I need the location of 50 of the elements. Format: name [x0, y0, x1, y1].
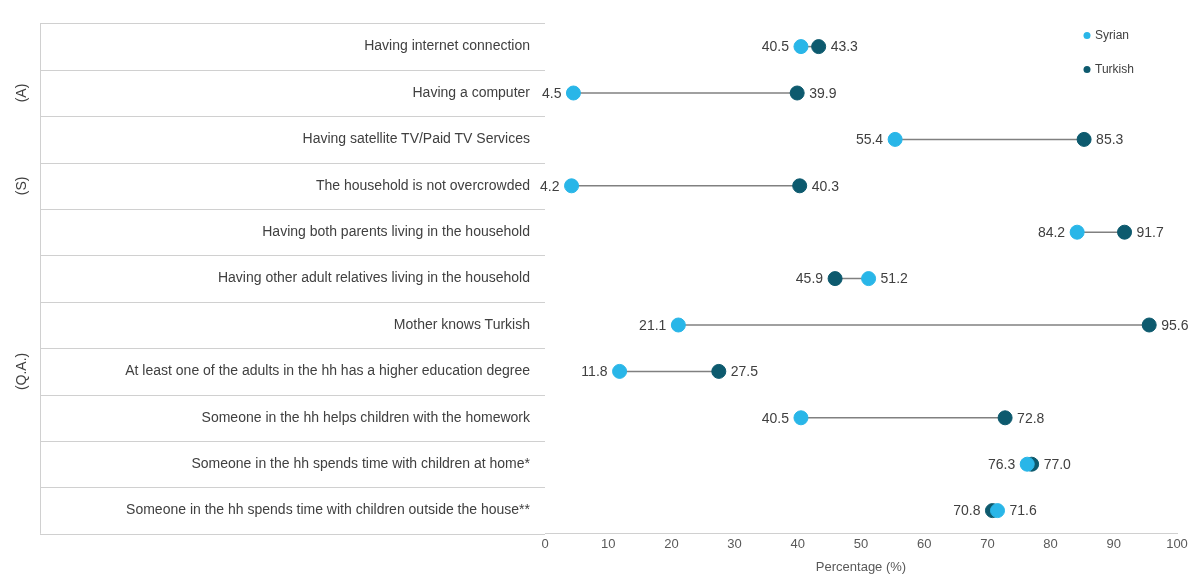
data-label: 4.2	[540, 177, 560, 194]
data-label: 91.7	[1136, 224, 1165, 241]
data-label: 39.9	[809, 84, 837, 101]
data-label: 71.6	[1009, 502, 1037, 519]
text: (A)	[12, 83, 29, 103]
x-tick-label: 0	[541, 536, 549, 552]
data-label: 72.8	[1017, 409, 1045, 426]
x-tick-label: 80	[1043, 536, 1058, 552]
data-label: 45.9	[795, 270, 824, 287]
data-label: 4.5	[541, 84, 562, 101]
y-tick-label: Mother knows Turkish	[393, 315, 530, 332]
x-tick-label: 20	[664, 536, 679, 552]
data-label: 51.2	[880, 270, 909, 287]
data-label: 70.8	[953, 502, 981, 519]
y-tick-label: Someone in the hh spends time with children at home*	[191, 455, 531, 472]
legend-label: Turkish	[1095, 61, 1134, 76]
x-tick-label: 50	[853, 536, 869, 552]
x-tick-label: 90	[1106, 536, 1122, 552]
data-label: 85.3	[1096, 131, 1124, 148]
data-label: 95.6	[1161, 316, 1189, 333]
legend-label: Syrian	[1095, 27, 1130, 42]
x-axis-title: Percentage (%)	[815, 558, 907, 574]
x-tick-label: 100	[1166, 536, 1188, 552]
x-tick-label: 30	[727, 536, 742, 552]
y-tick-label: At least one of the adults in the hh has a higher education degree	[125, 362, 531, 379]
data-label: 40.5	[761, 38, 790, 55]
y-tick-label: Having other adult relatives living in the household	[217, 269, 530, 286]
data-label: 77.0	[1043, 456, 1072, 473]
x-tick-label: 70	[980, 536, 995, 552]
data-label: 21.1	[639, 316, 667, 333]
data-label: 27.5	[730, 363, 759, 380]
data-label: 40.3	[811, 177, 840, 194]
x-tick-label: 40	[790, 536, 806, 552]
y-tick-label: Having internet connection	[364, 37, 530, 54]
data-label: 55.4	[855, 131, 884, 148]
data-label: 11.8	[581, 363, 608, 380]
text: (S)	[12, 176, 29, 196]
y-tick-label: Having a computer	[412, 83, 531, 100]
data-label: 84.2	[1037, 224, 1066, 241]
x-tick-label: 10	[600, 536, 616, 552]
y-tick-label: Having both parents living in the household	[262, 223, 530, 240]
y-tick-label: The household is not overcrowded	[315, 176, 530, 193]
text: (Q.A.)	[12, 352, 29, 391]
y-tick-label: Someone in the hh helps children with the homework	[201, 408, 531, 425]
data-label: 43.3	[830, 38, 859, 55]
y-tick-label: Having satellite TV/Paid TV Services	[302, 130, 530, 147]
y-tick-label: Someone in the hh spends time with children outside the house**	[126, 501, 531, 518]
data-label: 40.5	[761, 409, 790, 426]
x-tick-label: 60	[916, 536, 932, 552]
data-label: 76.3	[987, 456, 1016, 473]
